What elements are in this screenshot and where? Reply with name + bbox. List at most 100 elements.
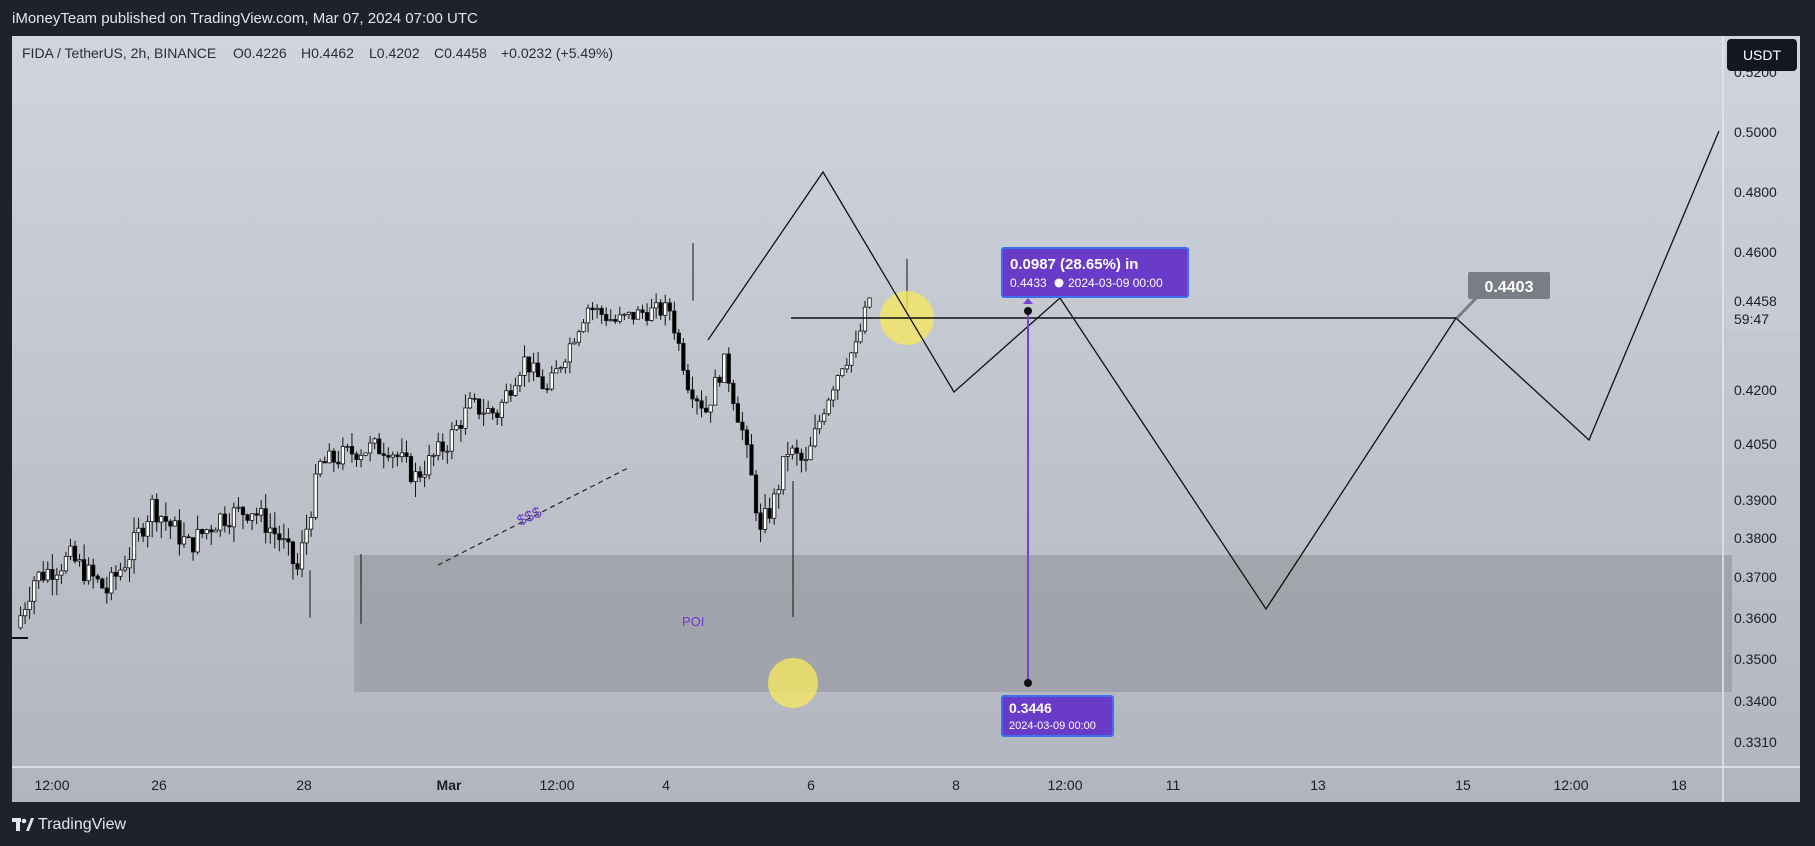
candle-body	[218, 513, 223, 531]
price-axis[interactable]: 0.5200 0.5000 0.4800 0.4600 0.4200 0.405…	[1726, 64, 1800, 750]
candle-body	[82, 559, 87, 582]
time-tick: 6	[807, 777, 815, 793]
price-tick: 0.3500	[1734, 651, 1777, 667]
measure-top-date: 2024-03-09 00:00	[1068, 276, 1163, 290]
candle-body	[490, 408, 495, 414]
candle-body	[536, 362, 541, 378]
candle-body	[799, 452, 804, 461]
candle-body	[822, 413, 827, 422]
candle-body	[295, 563, 300, 570]
candle-body	[599, 308, 604, 315]
candle-body	[118, 569, 123, 577]
candle-body	[304, 528, 309, 544]
candle-body	[349, 446, 355, 455]
chart-canvas[interactable]: POI $$$ 0.4403 0.0987 (28.65%) in 0.4433…	[12, 36, 1800, 802]
candle-body	[617, 314, 622, 322]
close-value: C0.4458	[434, 45, 487, 61]
candle-body	[504, 390, 509, 403]
candle-body	[209, 529, 214, 533]
candle-body	[236, 506, 241, 509]
candle-body	[858, 330, 863, 343]
candle-body	[372, 438, 377, 444]
candle-body	[722, 353, 727, 383]
price-tick: 0.3800	[1734, 530, 1777, 546]
sss-label: $$$	[515, 503, 545, 529]
clock-icon	[1054, 278, 1064, 288]
candle-body	[399, 452, 405, 458]
candle-body	[495, 412, 500, 418]
candle-body	[481, 412, 486, 415]
candle-body	[522, 356, 527, 376]
candle-body	[672, 310, 677, 334]
time-axis[interactable]: 12:00 26 28 Mar 12:00 4 6 8 12:00 11 13 …	[34, 777, 1687, 793]
candle-body	[486, 408, 491, 414]
candle-body	[104, 587, 109, 594]
candle-body	[100, 578, 105, 589]
candle-body	[467, 397, 473, 409]
candle-body	[86, 564, 91, 582]
candle-body	[249, 513, 255, 521]
measure-top-price: 0.4433	[1010, 276, 1047, 290]
low-value: L0.4202	[369, 45, 420, 61]
candle-body	[131, 532, 137, 561]
candle-body	[186, 536, 191, 539]
candle-body	[440, 441, 445, 452]
level-label-connector	[1455, 294, 1480, 320]
time-tick: 4	[662, 777, 670, 793]
candle-body	[222, 513, 227, 526]
candle-body	[626, 311, 632, 315]
candle-body	[231, 507, 237, 528]
candle-body	[867, 297, 872, 308]
candle-body	[558, 367, 563, 370]
candle-body	[327, 450, 332, 464]
candle-body	[159, 516, 164, 523]
candle-body	[413, 471, 418, 482]
candle-body	[781, 456, 786, 491]
candle-body	[581, 322, 586, 333]
time-tick: 13	[1310, 777, 1326, 793]
time-tick: 28	[296, 777, 312, 793]
chart-area[interactable]: POI $$$ 0.4403 0.0987 (28.65%) in 0.4433…	[12, 36, 1800, 802]
ohlc-legend: FIDA / TetherUS, 2h, BINANCE O0.4226 H0.…	[22, 45, 613, 61]
candle-body	[417, 471, 423, 478]
tradingview-logo-icon[interactable]	[12, 818, 34, 832]
price-tick: 0.3600	[1734, 610, 1777, 626]
measure-top-point	[1024, 307, 1032, 315]
candle-body	[368, 442, 373, 454]
poi-label: POI	[682, 614, 704, 629]
candle-body	[240, 506, 246, 516]
candle-body	[200, 529, 205, 535]
candle-body	[331, 450, 336, 463]
candle-body	[458, 425, 464, 429]
price-tick: 0.4200	[1734, 382, 1777, 398]
candle-body	[449, 429, 454, 452]
candle-body	[844, 364, 849, 370]
candle-body	[499, 401, 504, 418]
candle-body	[572, 341, 577, 345]
candle-body	[717, 376, 722, 383]
time-tick: 12:00	[1047, 777, 1082, 793]
candle-body	[308, 517, 314, 530]
open-value: O0.4226	[233, 45, 287, 61]
candle-body	[849, 352, 854, 366]
currency-button-label: USDT	[1743, 47, 1782, 63]
candle-body	[613, 319, 618, 322]
time-tick: 12:00	[34, 777, 69, 793]
candle-body	[694, 398, 700, 402]
measure-bottom-box[interactable]	[1001, 695, 1114, 737]
change-value: +0.0232 (+5.49%)	[501, 45, 613, 61]
candle-body	[463, 407, 468, 429]
candle-body	[576, 331, 582, 343]
brand-label[interactable]: TradingView	[38, 816, 127, 833]
candle-body	[41, 571, 46, 581]
candle-body	[259, 508, 264, 516]
candle-body	[18, 615, 23, 629]
candle-body	[22, 609, 28, 617]
measure-top-box[interactable]	[1001, 247, 1189, 298]
candle-body	[177, 520, 182, 545]
candle-body	[549, 372, 554, 390]
currency-button[interactable]	[1727, 39, 1797, 71]
time-tick: 18	[1671, 777, 1687, 793]
candle-body	[454, 425, 459, 431]
measure-bottom-date: 2024-03-09 00:00	[1009, 720, 1096, 732]
